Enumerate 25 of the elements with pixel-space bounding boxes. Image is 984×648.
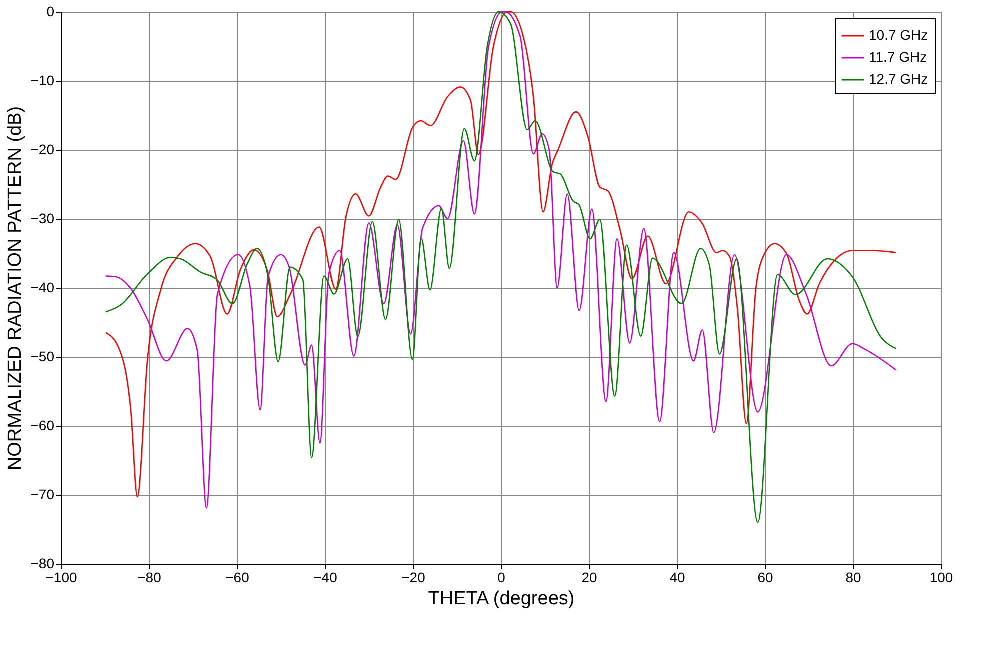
x-tick-label: 60 <box>758 570 774 586</box>
x-tick-label: 0 <box>498 570 506 586</box>
y-axis-title: NORMALIZED RADIATION PATTERN (dB) <box>4 106 26 471</box>
x-tick-label: 40 <box>670 570 686 586</box>
x-tick-label: −20 <box>402 570 426 586</box>
x-tick-label: 100 <box>930 570 954 586</box>
legend-label: 11.7 GHz <box>869 49 928 65</box>
x-tick-label: −40 <box>314 570 338 586</box>
legend-label: 12.7 GHz <box>869 71 928 87</box>
y-tick-label: −80 <box>30 556 55 572</box>
y-tick-label: −30 <box>30 210 55 226</box>
y-tick-label: −50 <box>30 348 55 364</box>
x-tick-label: 80 <box>846 570 862 586</box>
y-tick-label: 0 <box>46 4 55 20</box>
y-tick-label: −10 <box>30 72 55 88</box>
y-tick-label: −20 <box>30 142 55 158</box>
y-tick-label: −70 <box>30 486 55 502</box>
y-tick-label: −40 <box>30 280 55 296</box>
y-tick-label: −60 <box>30 418 55 434</box>
x-tick-label: 20 <box>582 570 598 586</box>
x-tick-label: −80 <box>138 570 162 586</box>
x-tick-label: −100 <box>46 570 78 586</box>
x-tick-label: −60 <box>226 570 250 586</box>
legend-label: 10.7 GHz <box>869 27 928 43</box>
x-axis-title: THETA (degrees) <box>428 588 575 610</box>
